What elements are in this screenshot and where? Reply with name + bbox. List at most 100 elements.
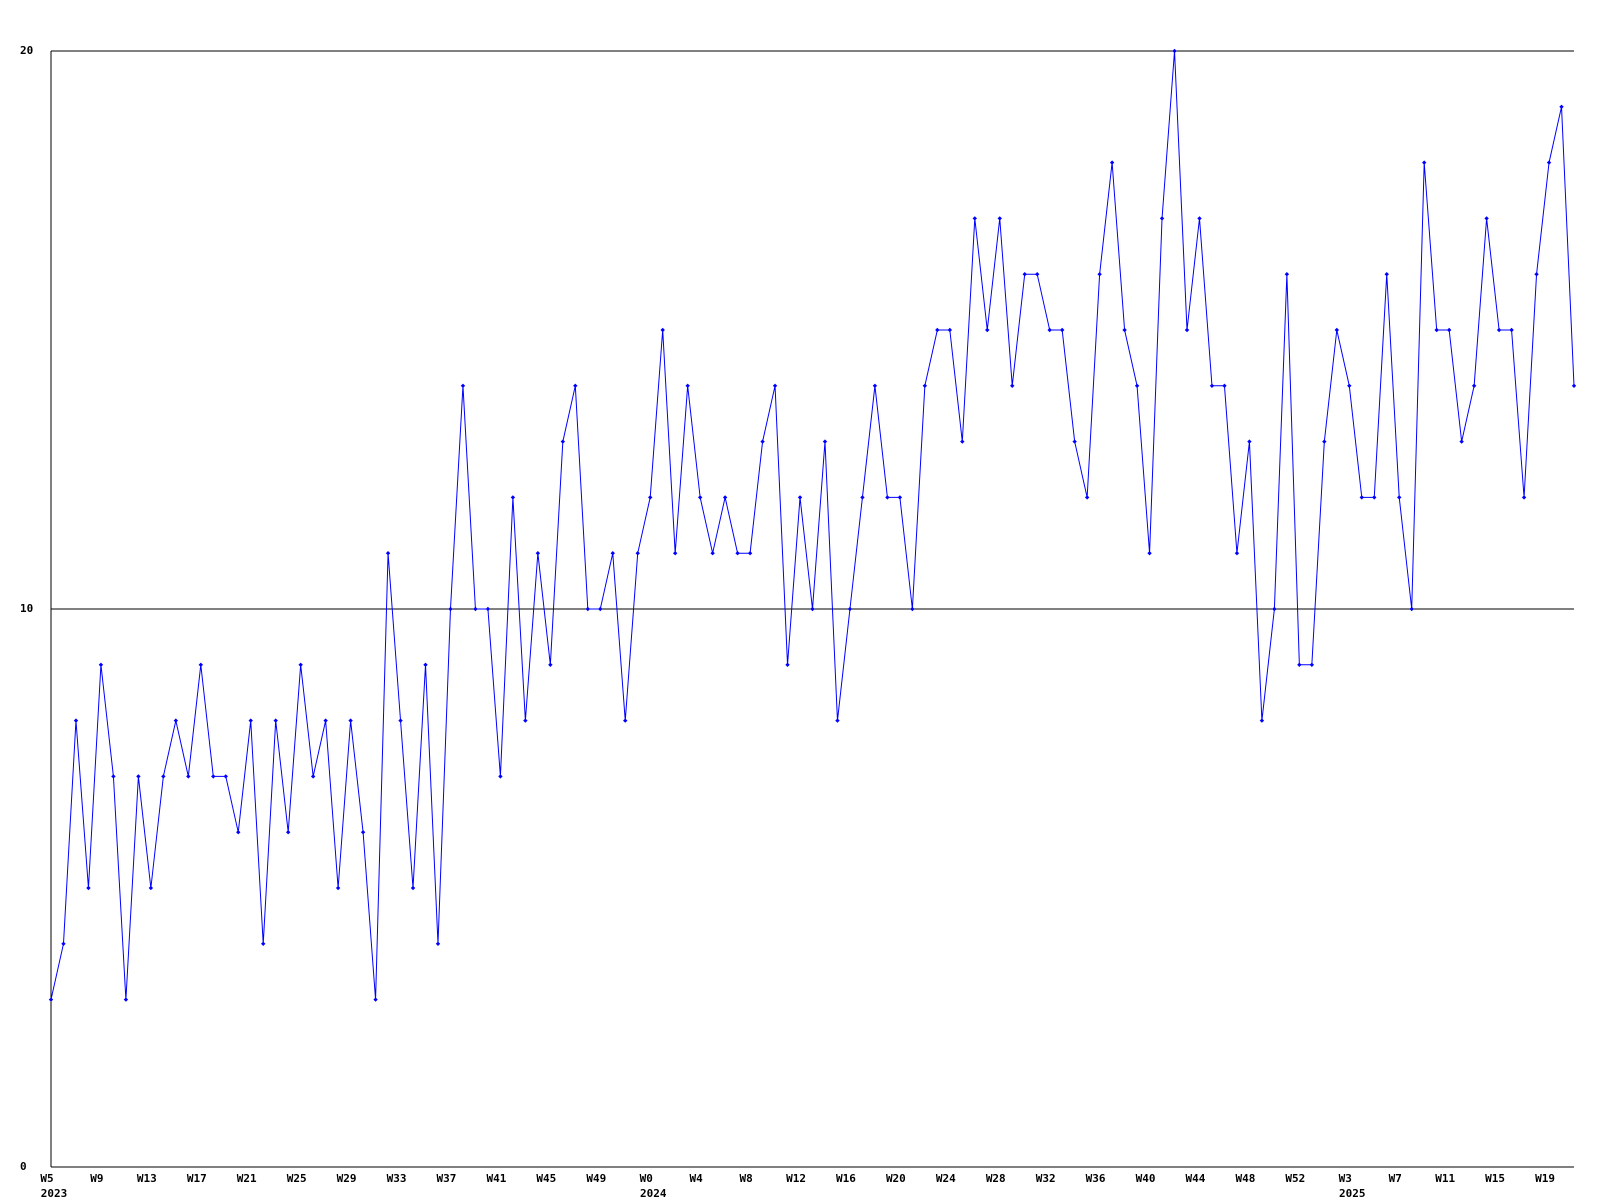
data-point: [573, 383, 578, 388]
data-point: [685, 383, 690, 388]
data-point: [1284, 272, 1290, 277]
data-point: [910, 606, 915, 612]
data-point: [485, 606, 491, 612]
x-tick-label: W11: [1435, 1172, 1455, 1185]
data-point: [847, 606, 853, 612]
x-year-label: 2025: [1339, 1187, 1366, 1200]
data-point: [1434, 327, 1439, 333]
data-point: [1197, 216, 1202, 221]
data-point: [1559, 104, 1564, 109]
x-tick-label: W17: [187, 1172, 207, 1185]
x-tick-label: W7: [1389, 1172, 1402, 1185]
data-point: [323, 718, 328, 723]
data-point: [623, 718, 628, 723]
data-point: [273, 718, 278, 723]
data-point: [697, 495, 703, 500]
data-point: [1334, 327, 1340, 333]
data-point: [161, 774, 166, 779]
data-point: [98, 662, 104, 667]
x-tick-label: W33: [387, 1172, 407, 1185]
x-tick-label: W13: [137, 1172, 157, 1185]
data-point: [510, 495, 516, 500]
x-tick-label: W29: [337, 1172, 357, 1185]
x-tick-label: W16: [836, 1172, 856, 1185]
data-point: [1172, 48, 1177, 54]
y-tick-label: 0: [20, 1160, 27, 1173]
data-point: [1496, 327, 1502, 333]
data-point: [1384, 272, 1389, 277]
x-tick-label: W0: [640, 1172, 653, 1185]
data-point: [1047, 327, 1052, 333]
data-point: [1259, 718, 1265, 723]
data-point: [598, 606, 603, 612]
data-point: [498, 774, 503, 779]
data-point: [997, 216, 1002, 221]
data-point: [897, 495, 903, 500]
data-point: [1297, 662, 1302, 667]
data-point: [310, 774, 316, 779]
data-point: [1347, 383, 1352, 388]
data-point: [722, 495, 728, 500]
x-year-label: 2023: [41, 1187, 68, 1200]
data-point: [398, 718, 403, 723]
x-tick-label: W37: [437, 1172, 457, 1185]
data-point: [1446, 327, 1452, 333]
x-tick-label: W45: [536, 1172, 556, 1185]
data-point: [922, 383, 928, 388]
data-point: [947, 327, 953, 333]
data-point: [1209, 383, 1215, 388]
data-point: [797, 495, 803, 500]
data-point: [423, 662, 428, 667]
data-point: [1459, 439, 1464, 444]
data-point: [1509, 327, 1514, 333]
data-point: [535, 551, 541, 556]
data-point: [1372, 495, 1377, 500]
x-tick-label: W44: [1186, 1172, 1206, 1185]
data-line: [50, 50, 1575, 1000]
x-year-label: 2024: [640, 1187, 667, 1200]
x-tick-label: W48: [1235, 1172, 1255, 1185]
data-point: [648, 495, 653, 500]
data-point: [1159, 216, 1165, 221]
data-point: [560, 439, 566, 444]
data-point: [1097, 272, 1102, 277]
data-point: [236, 830, 241, 835]
data-point: [810, 606, 815, 612]
x-tick-label: W24: [936, 1172, 956, 1185]
data-point: [872, 383, 878, 388]
data-point: [111, 774, 116, 779]
x-tick-label: W8: [739, 1172, 752, 1185]
data-point: [1484, 216, 1489, 221]
data-point: [1322, 439, 1327, 444]
data-point: [672, 551, 678, 556]
data-point: [1546, 160, 1552, 165]
data-point: [1397, 495, 1402, 500]
data-point: [1022, 272, 1027, 277]
data-point: [48, 997, 54, 1002]
data-point: [735, 551, 740, 556]
x-tick-label: W19: [1535, 1172, 1555, 1185]
y-tick-label: 10: [20, 602, 33, 615]
data-point: [635, 551, 640, 556]
data-point: [1409, 606, 1414, 612]
x-tick-label: W9: [90, 1172, 103, 1185]
data-point: [523, 718, 528, 723]
data-point: [1010, 383, 1015, 388]
data-point: [960, 439, 965, 444]
data-point: [760, 439, 765, 444]
data-point: [1035, 272, 1040, 277]
data-point: [885, 495, 890, 500]
data-point: [148, 885, 154, 891]
data-point: [822, 439, 828, 444]
data-point: [1421, 160, 1427, 165]
data-point: [460, 383, 466, 388]
data-point: [860, 495, 865, 500]
data-point: [261, 941, 266, 946]
data-point: [335, 885, 341, 891]
data-point: [285, 830, 291, 835]
data-point: [123, 997, 129, 1002]
x-tick-label: W12: [786, 1172, 806, 1185]
data-point: [1234, 551, 1240, 556]
data-point: [1109, 160, 1115, 165]
